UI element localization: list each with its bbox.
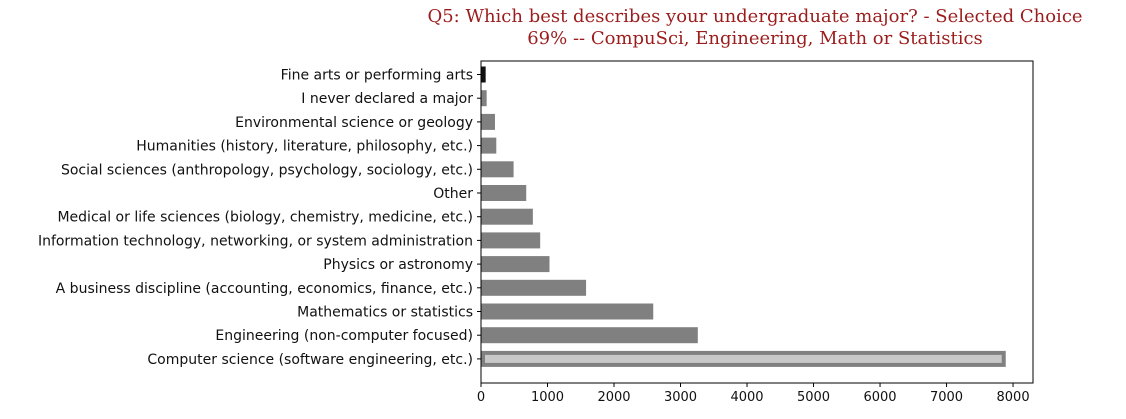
bar (481, 279, 587, 296)
x-tick-label: 7000 (930, 390, 963, 405)
category-label: I never declared a major (301, 91, 473, 107)
bar (481, 185, 527, 201)
category-labels: Fine arts or performing arts I never decl… (38, 68, 481, 368)
bar-highlighted (481, 350, 1006, 367)
bar (481, 256, 550, 273)
category-label: Environmental science or geology (235, 115, 473, 131)
x-axis-ticks: 0 1000 2000 3000 4000 5000 6000 7000 8000 (477, 383, 1030, 405)
bar (481, 232, 541, 249)
chart-title: Q5: Which best describes your undergradu… (427, 6, 1082, 27)
category-label: A business discipline (accounting, econo… (56, 281, 473, 297)
category-label: Social sciences (anthropology, psycholog… (61, 162, 473, 178)
x-tick-label: 0 (477, 390, 485, 405)
bar (481, 113, 495, 130)
bar (481, 90, 487, 107)
category-label: Information technology, networking, or s… (38, 233, 473, 249)
category-label: Medical or life sciences (biology, chemi… (57, 210, 473, 226)
x-tick-label: 4000 (730, 390, 763, 405)
x-tick-label: 1000 (531, 390, 564, 405)
category-label: Other (433, 186, 473, 202)
category-label: Computer science (software engineering, … (147, 352, 473, 368)
bar (481, 137, 497, 154)
x-tick-label: 3000 (664, 390, 697, 405)
x-tick-label: 8000 (997, 390, 1030, 405)
category-label: Fine arts or performing arts (281, 68, 473, 84)
chart-subtitle: 69% -- CompuSci, Engineering, Math or St… (527, 28, 983, 49)
x-tick-label: 5000 (797, 390, 830, 405)
bar (481, 161, 514, 178)
category-label: Engineering (non-computer focused) (215, 328, 473, 344)
category-label: Humanities (history, literature, philoso… (136, 139, 473, 155)
x-tick-label: 2000 (597, 390, 630, 405)
bar (481, 327, 698, 344)
plot-frame (480, 60, 1034, 384)
bars (481, 66, 1006, 367)
x-tick-label: 6000 (863, 390, 896, 405)
category-label: Physics or astronomy (323, 257, 473, 273)
bar (481, 303, 654, 320)
bar (481, 66, 486, 83)
bar (481, 208, 533, 225)
category-label: Mathematics or statistics (297, 305, 473, 321)
